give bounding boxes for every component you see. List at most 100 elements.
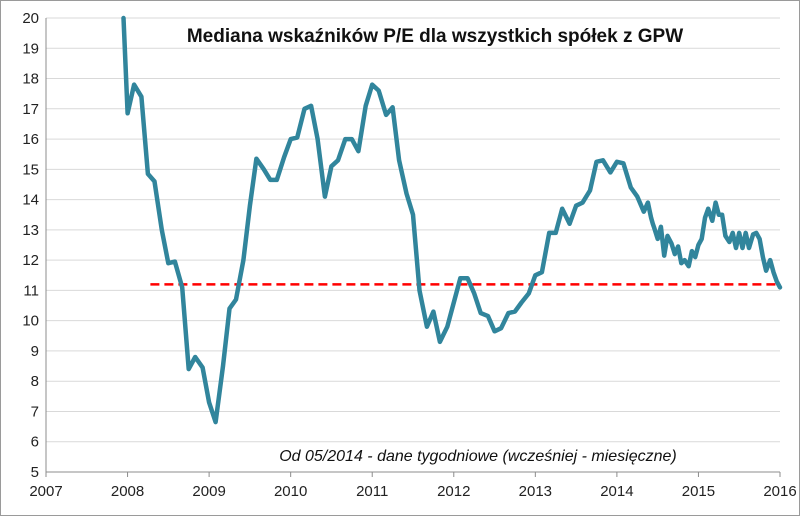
data-point bbox=[659, 225, 663, 229]
data-point bbox=[506, 311, 510, 315]
data-point bbox=[588, 189, 592, 193]
x-tick-label: 2016 bbox=[763, 483, 796, 500]
data-point bbox=[139, 95, 143, 99]
data-point bbox=[649, 216, 653, 220]
data-point bbox=[384, 113, 388, 117]
data-point bbox=[343, 137, 347, 141]
data-point bbox=[289, 137, 293, 141]
data-point bbox=[445, 325, 449, 329]
data-point bbox=[254, 157, 258, 161]
data-point bbox=[601, 158, 605, 162]
data-point bbox=[418, 288, 422, 292]
data-point bbox=[651, 222, 655, 226]
y-tick-label: 15 bbox=[22, 161, 39, 178]
y-tick-label: 6 bbox=[31, 434, 39, 451]
data-point bbox=[778, 285, 782, 289]
data-point bbox=[356, 149, 360, 153]
data-point bbox=[714, 201, 718, 205]
data-point bbox=[731, 231, 735, 235]
y-tick-label: 14 bbox=[22, 192, 39, 209]
x-tick-label: 2007 bbox=[29, 483, 62, 500]
data-point bbox=[493, 329, 497, 333]
data-point bbox=[350, 137, 354, 141]
data-point bbox=[747, 246, 751, 250]
y-tick-label: 8 bbox=[31, 373, 39, 390]
data-point bbox=[364, 104, 368, 108]
data-point bbox=[221, 364, 225, 368]
data-point bbox=[309, 104, 313, 108]
data-point bbox=[676, 245, 680, 249]
data-point bbox=[187, 367, 191, 371]
data-point bbox=[737, 231, 741, 235]
data-point bbox=[754, 231, 758, 235]
data-point bbox=[472, 291, 476, 295]
data-point bbox=[122, 16, 126, 20]
data-point bbox=[700, 237, 704, 241]
data-point bbox=[316, 137, 320, 141]
data-point bbox=[670, 242, 674, 246]
x-tick-label: 2010 bbox=[274, 483, 307, 500]
data-point bbox=[295, 136, 299, 140]
data-point bbox=[595, 160, 599, 164]
data-point bbox=[166, 261, 170, 265]
data-point bbox=[758, 237, 762, 241]
x-tick-label: 2013 bbox=[519, 483, 552, 500]
data-point bbox=[329, 164, 333, 168]
y-tick-label: 12 bbox=[22, 252, 39, 269]
data-point bbox=[499, 326, 503, 330]
data-point bbox=[696, 243, 700, 247]
data-point bbox=[666, 234, 670, 238]
data-point bbox=[146, 172, 150, 176]
data-point bbox=[761, 255, 765, 259]
data-point bbox=[772, 270, 776, 274]
y-tick-label: 11 bbox=[23, 282, 39, 299]
data-point bbox=[764, 269, 768, 273]
data-point bbox=[741, 246, 745, 250]
x-tick-label: 2011 bbox=[356, 483, 388, 500]
data-point bbox=[608, 170, 612, 174]
data-point bbox=[720, 213, 724, 217]
data-point bbox=[180, 285, 184, 289]
data-point bbox=[615, 160, 619, 164]
data-point bbox=[268, 178, 272, 182]
data-point bbox=[581, 201, 585, 205]
x-tick-labels: 2007 2008 2009 2010 2011 2012 2013 2014 2015 2016 bbox=[29, 483, 796, 500]
data-point bbox=[629, 186, 633, 190]
data-point bbox=[193, 355, 197, 359]
data-point bbox=[377, 89, 381, 93]
axes bbox=[45, 18, 781, 477]
data-point bbox=[652, 226, 656, 230]
data-point bbox=[744, 231, 748, 235]
data-point bbox=[207, 400, 211, 404]
data-point bbox=[336, 158, 340, 162]
x-tick-label: 2009 bbox=[192, 483, 225, 500]
data-point bbox=[486, 314, 490, 318]
y-tick-label: 10 bbox=[22, 313, 39, 330]
data-point bbox=[683, 258, 687, 262]
data-point bbox=[513, 310, 517, 314]
y-tick-label: 13 bbox=[22, 222, 39, 239]
data-point bbox=[568, 222, 572, 226]
data-point bbox=[126, 111, 130, 115]
data-point bbox=[201, 366, 205, 370]
data-point bbox=[479, 311, 483, 315]
data-point bbox=[527, 291, 531, 295]
pe-median-series-line bbox=[121, 15, 783, 425]
y-tick-label: 20 bbox=[22, 10, 39, 27]
data-point bbox=[646, 201, 650, 205]
data-point bbox=[303, 107, 307, 111]
data-point bbox=[228, 307, 232, 311]
data-point bbox=[153, 179, 157, 183]
y-tick-label: 19 bbox=[22, 40, 39, 57]
data-point bbox=[262, 167, 266, 171]
y-tick-labels: 5 6 7 8 9 10 11 12 13 14 15 16 17 18 19 20 bbox=[22, 10, 39, 481]
data-point bbox=[173, 260, 177, 264]
data-point bbox=[635, 195, 639, 199]
x-tick-label: 2008 bbox=[111, 483, 144, 500]
data-point bbox=[431, 310, 435, 314]
data-point bbox=[775, 279, 779, 283]
data-point bbox=[214, 420, 218, 424]
y-tick-label: 18 bbox=[22, 71, 39, 88]
data-point bbox=[323, 195, 327, 199]
